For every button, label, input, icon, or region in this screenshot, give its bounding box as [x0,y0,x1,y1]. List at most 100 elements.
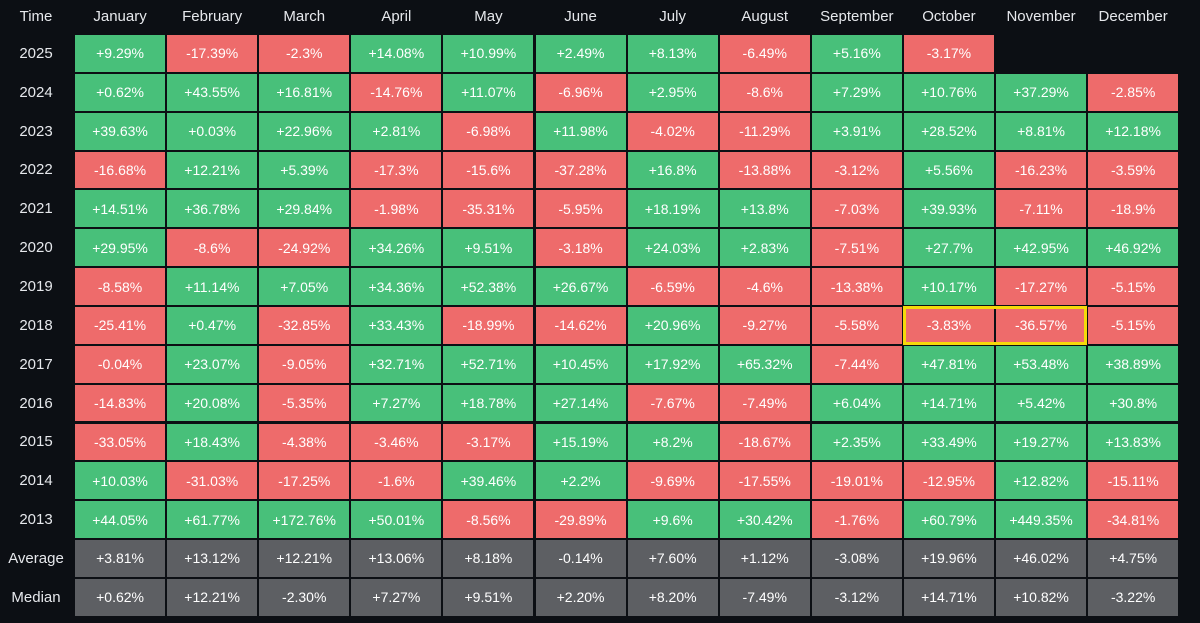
cell-2013-november: +449.35% [996,501,1087,539]
cell-2017-may: +52.71% [443,345,534,383]
cell-2017-july: +17.92% [627,345,718,383]
cell-2016-march: -5.35% [259,384,350,422]
cell-average-may: +8.18% [443,540,534,577]
cell-average-february: +13.12% [167,540,258,577]
cell-2024-march: +16.81% [259,73,350,111]
cell-2018-september: -5.58% [811,306,902,344]
cell-2015-march: -4.38% [259,423,350,461]
cell-2016-november: +5.42% [996,384,1087,422]
cell-2017-january: -0.04% [75,345,166,383]
corner-label: Time [19,7,53,25]
cell-average-april: +13.06% [351,540,442,577]
row-label-2023: 2023 [19,122,53,140]
cell-2019-september: -13.38% [811,268,902,305]
cell-2016-august: -7.49% [719,384,810,422]
cell-median-december: -3.22% [1088,578,1179,616]
cell-2025-july: +8.13% [627,35,718,72]
cell-2013-april: +50.01% [351,501,442,539]
cell-average-august: +1.12% [719,540,810,577]
cell-average-january: +3.81% [75,540,166,577]
cell-2022-november: -16.23% [996,151,1087,189]
column-header-july: July [659,7,686,25]
cell-2017-march: -9.05% [259,345,350,383]
cell-2018-august: -9.27% [719,306,810,344]
cell-2015-october: +33.49% [903,423,994,461]
cell-2022-february: +12.21% [167,151,258,189]
cell-2022-august: -13.88% [719,151,810,189]
cell-2018-november: -36.57% [996,306,1087,344]
cell-2014-march: -17.25% [259,462,350,500]
cell-2025-march: -2.3% [259,35,350,72]
cell-2020-june: -3.18% [535,229,626,267]
cell-2021-october: +39.93% [903,190,994,228]
cell-2020-february: -8.6% [167,229,258,267]
cell-2021-november: -7.11% [996,190,1087,228]
cell-2016-february: +20.08% [167,384,258,422]
row-label-2017: 2017 [19,355,53,373]
cell-2013-june: -29.89% [535,501,626,539]
cell-2020-december: +46.92% [1088,229,1179,267]
cell-2017-september: -7.44% [811,345,902,383]
cell-2025-february: -17.39% [167,35,258,72]
row-label-average: Average [8,549,64,567]
cell-2019-july: -6.59% [627,268,718,305]
cell-median-march: -2.30% [259,578,350,616]
cell-2017-october: +47.81% [903,345,994,383]
row-label-2015: 2015 [19,433,53,451]
cell-2015-december: +13.83% [1088,423,1179,461]
cell-2020-january: +29.95% [75,229,166,267]
cell-median-june: +2.20% [535,578,626,616]
cell-2017-november: +53.48% [996,345,1087,383]
cell-2019-october: +10.17% [903,268,994,305]
cell-2019-august: -4.6% [719,268,810,305]
column-header-december: December [1098,7,1168,25]
cell-2022-december: -3.59% [1088,151,1179,189]
cell-2015-august: -18.67% [719,423,810,461]
row-label-2022: 2022 [19,161,53,179]
cell-2014-december: -15.11% [1088,462,1179,500]
row-label-2024: 2024 [19,83,53,101]
cell-2019-november: -17.27% [996,268,1087,305]
cell-2019-january: -8.58% [75,268,166,305]
cell-median-november: +10.82% [996,578,1087,616]
cell-median-september: -3.12% [811,578,902,616]
cell-2014-january: +10.03% [75,462,166,500]
cell-2015-january: -33.05% [75,423,166,461]
row-label-2019: 2019 [19,278,53,296]
cell-2025-september: +5.16% [811,35,902,72]
cell-2013-february: +61.77% [167,501,258,539]
cell-2023-june: +11.98% [535,112,626,150]
column-header-january: January [93,7,147,25]
row-label-2016: 2016 [19,394,53,412]
cell-2022-june: -37.28% [535,151,626,189]
cell-2018-january: -25.41% [75,306,166,344]
column-header-june: June [564,7,597,25]
cell-average-september: -3.08% [811,540,902,577]
cell-2014-february: -31.03% [167,462,258,500]
cell-2013-august: +30.42% [719,501,810,539]
cell-2015-november: +19.27% [996,423,1087,461]
cell-2021-july: +18.19% [627,190,718,228]
cell-2023-april: +2.81% [351,112,442,150]
cell-2025-october: -3.17% [903,35,994,72]
cell-average-july: +7.60% [627,540,718,577]
cell-2020-august: +2.83% [719,229,810,267]
cell-2015-may: -3.17% [443,423,534,461]
column-header-april: April [381,7,412,25]
cell-2023-november: +8.81% [996,112,1087,150]
cell-2020-november: +42.95% [996,229,1087,267]
cell-median-february: +12.21% [167,578,258,616]
cell-2017-august: +65.32% [719,345,810,383]
cell-2021-december: -18.9% [1088,190,1179,228]
cell-2024-may: +11.07% [443,73,534,111]
cell-2016-may: +18.78% [443,384,534,422]
column-header-august: August [741,7,789,25]
cell-2024-february: +43.55% [167,73,258,111]
row-label-2021: 2021 [19,200,53,218]
cell-2015-february: +18.43% [167,423,258,461]
cell-2014-april: -1.6% [351,462,442,500]
cell-2019-february: +11.14% [167,268,258,305]
cell-2014-november: +12.82% [996,462,1087,500]
cell-2017-february: +23.07% [167,345,258,383]
